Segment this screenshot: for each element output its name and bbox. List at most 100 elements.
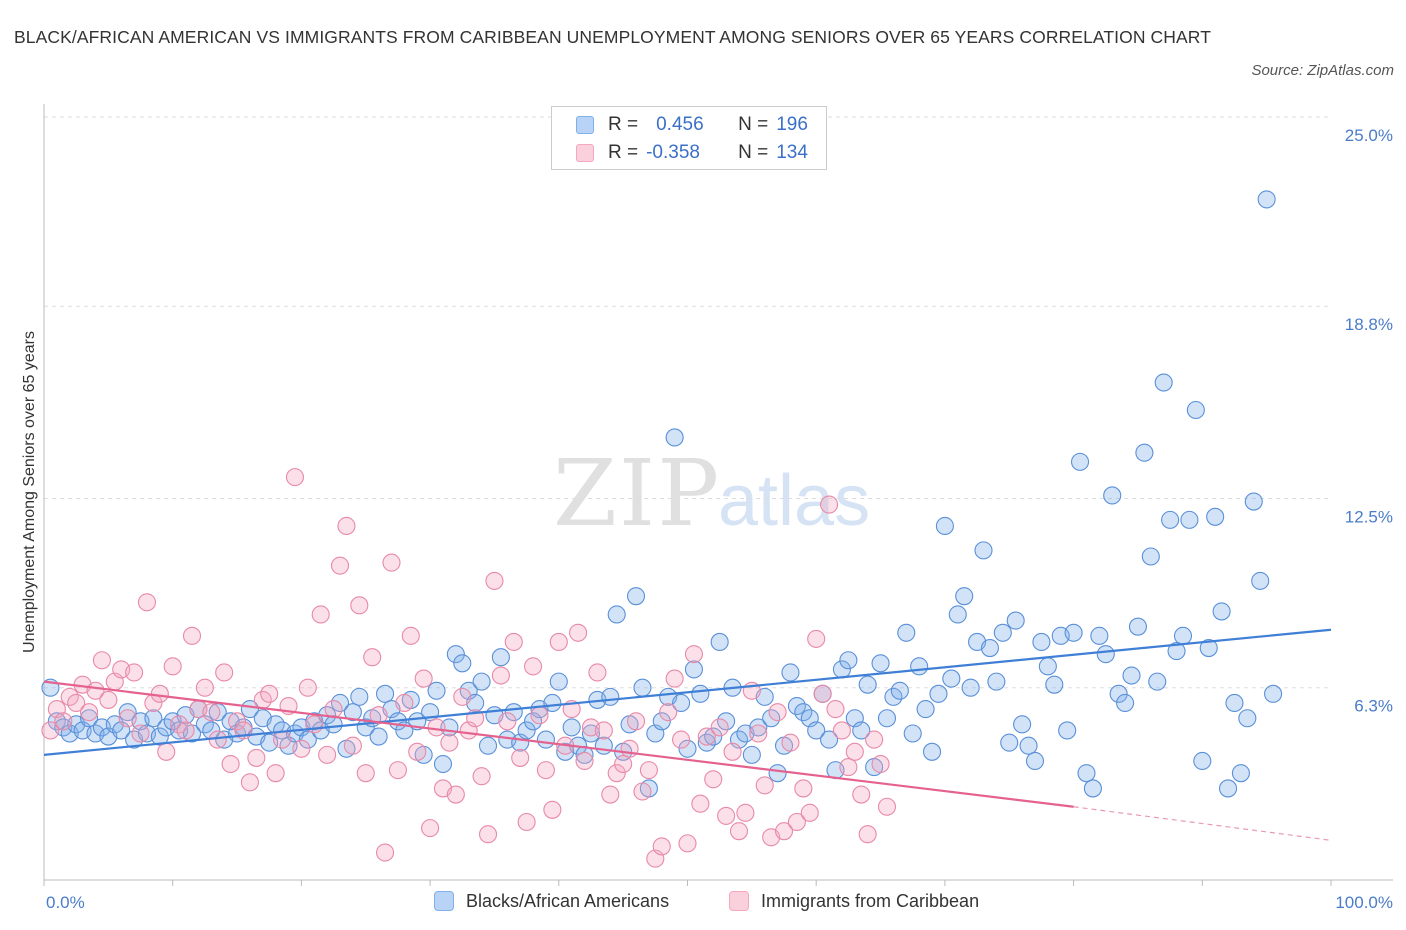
point-blacks-16	[144, 709, 163, 728]
point-caribbean-92	[633, 782, 652, 801]
point-blacks-180	[1199, 638, 1218, 658]
point-caribbean-12	[118, 709, 137, 728]
point-blacks-142	[955, 587, 974, 606]
point-caribbean-53	[382, 553, 401, 572]
chart-title: BLACK/AFRICAN AMERICAN VS IMMIGRANTS FRO…	[14, 27, 1211, 47]
watermark-atlas: atlas	[718, 461, 871, 541]
point-caribbean-42	[311, 605, 330, 624]
point-caribbean-107	[729, 822, 749, 841]
point-caribbean-74	[517, 812, 536, 832]
point-caribbean-46	[337, 516, 356, 536]
point-blacks-103	[704, 727, 723, 746]
legend-n-label: N =	[738, 114, 769, 135]
point-blacks-143	[961, 678, 980, 697]
point-blacks-115	[781, 663, 800, 682]
point-blacks-141	[948, 605, 967, 624]
point-caribbean-0	[41, 721, 60, 740]
point-blacks-132	[890, 681, 909, 700]
point-blacks-179	[1193, 751, 1212, 771]
point-caribbean-114	[774, 822, 794, 841]
series-legend-caribbean: Immigrants from Caribbean	[729, 888, 979, 914]
point-caribbean-106	[723, 742, 742, 761]
point-caribbean-104	[710, 718, 729, 737]
point-blacks-181	[1206, 507, 1225, 526]
point-blacks-148	[993, 623, 1012, 642]
point-blacks-138	[929, 684, 948, 703]
point-blacks-145	[974, 541, 993, 560]
point-caribbean-34	[260, 684, 279, 703]
legend-r-label: R =	[608, 114, 639, 135]
point-caribbean-29	[228, 712, 247, 731]
legend-row-blacks: R = 0.456 N = 196	[576, 113, 808, 137]
point-blacks-172	[1148, 672, 1167, 691]
point-blacks-119	[807, 721, 826, 740]
point-blacks-95	[652, 712, 671, 731]
point-caribbean-73	[511, 748, 530, 767]
point-caribbean-87	[601, 785, 620, 804]
point-caribbean-119	[807, 629, 826, 648]
point-blacks-101	[691, 684, 710, 703]
point-caribbean-71	[498, 712, 517, 731]
point-caribbean-8	[92, 651, 111, 670]
point-caribbean-130	[877, 797, 897, 816]
point-blacks-176	[1173, 626, 1193, 645]
legend-r-value-blacks: 0.456	[656, 114, 704, 135]
point-blacks-129	[871, 654, 890, 673]
point-blacks-6	[79, 709, 99, 728]
point-caribbean-91	[626, 712, 646, 731]
point-caribbean-126	[852, 785, 871, 804]
point-caribbean-39	[292, 739, 311, 758]
point-caribbean-56	[401, 626, 420, 645]
data-points	[41, 190, 1283, 868]
point-blacks-168	[1122, 666, 1141, 685]
point-blacks-12	[118, 703, 137, 722]
point-caribbean-127	[858, 825, 877, 844]
trend-lines	[43, 628, 1332, 841]
point-blacks-51	[369, 727, 388, 746]
y-tick-label-1: 12.5%	[1345, 508, 1393, 527]
legend-row-caribbean: R = -0.358 N = 134	[576, 141, 808, 165]
point-caribbean-99	[678, 834, 697, 853]
point-blacks-153	[1025, 751, 1045, 771]
point-caribbean-89	[614, 754, 633, 774]
point-caribbean-63	[446, 785, 465, 804]
point-caribbean-50	[363, 648, 382, 667]
point-caribbean-121	[820, 495, 839, 514]
point-blacks-187	[1244, 492, 1263, 511]
point-caribbean-67	[472, 767, 491, 786]
point-caribbean-52	[376, 843, 395, 862]
point-caribbean-25	[202, 703, 221, 722]
point-blacks-190	[1264, 684, 1283, 703]
point-blacks-88	[607, 605, 626, 624]
point-blacks-60	[427, 681, 446, 700]
point-blacks-136	[916, 700, 935, 719]
point-blacks-154	[1032, 632, 1051, 651]
gridlines	[44, 116, 1331, 689]
point-blacks-70	[491, 648, 510, 667]
source-note: Source: ZipAtlas.com	[1251, 62, 1394, 79]
point-caribbean-123	[832, 721, 851, 740]
point-caribbean-72	[504, 632, 523, 651]
point-caribbean-77	[536, 761, 555, 780]
point-caribbean-82	[569, 623, 588, 642]
point-blacks-159	[1064, 623, 1083, 642]
legend-swatch-blacks	[576, 116, 594, 134]
point-blacks-165	[1103, 486, 1122, 505]
point-caribbean-125	[845, 742, 864, 761]
point-caribbean-128	[865, 730, 884, 749]
legend-n-value-blacks: 196	[776, 114, 808, 135]
point-caribbean-101	[691, 794, 710, 813]
point-blacks-140	[942, 669, 961, 688]
point-blacks-135	[910, 657, 929, 676]
y-tick-label-3: 25.0%	[1345, 126, 1393, 145]
series-legend-blacks: Blacks/African Americans	[434, 888, 669, 914]
series-swatch-blacks	[434, 891, 454, 911]
point-caribbean-27	[215, 663, 234, 682]
x-tick-label-0: 0.0%	[46, 893, 85, 912]
point-caribbean-118	[800, 803, 819, 822]
point-blacks-97	[665, 428, 684, 447]
point-caribbean-97	[665, 669, 684, 688]
point-blacks-130	[877, 709, 897, 728]
point-caribbean-17	[150, 684, 169, 703]
point-caribbean-14	[131, 724, 150, 743]
